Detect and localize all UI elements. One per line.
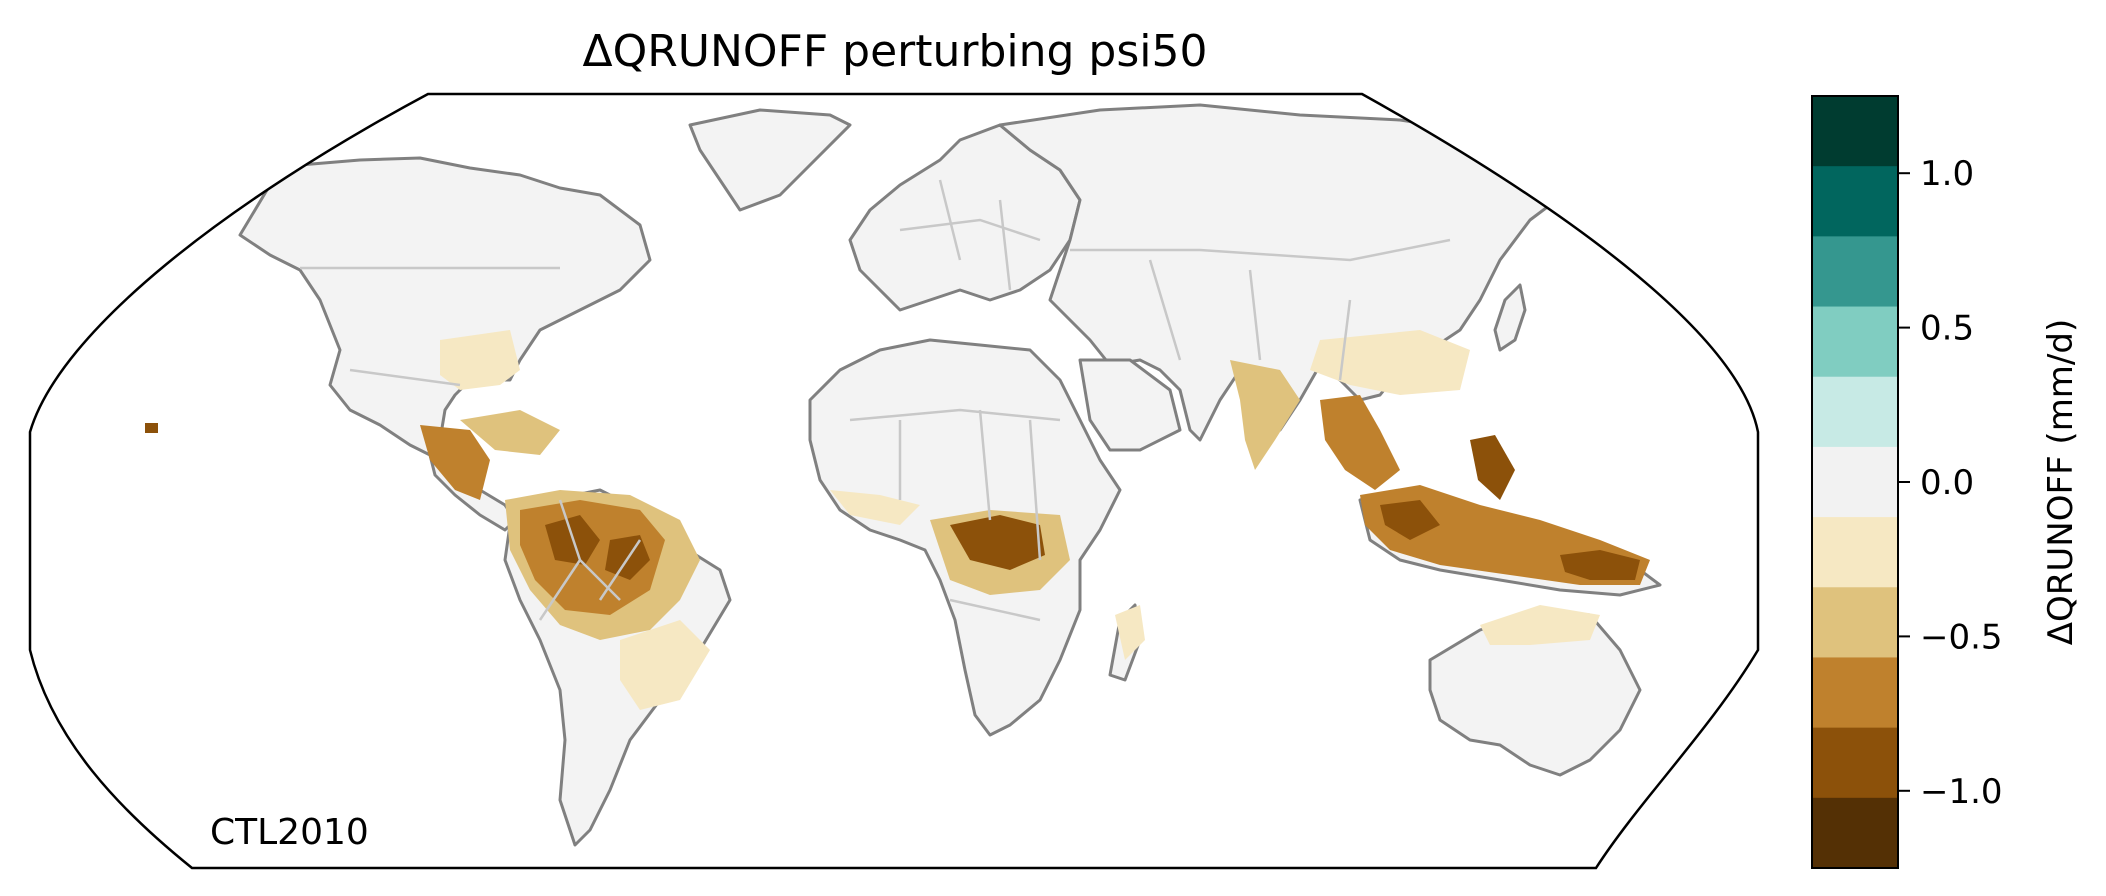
anomaly-india xyxy=(1230,360,1300,470)
colorbar-bin xyxy=(1812,166,1898,237)
border-asia xyxy=(1070,238,1451,381)
map-title: ΔQRUNOFF perturbing psi50 xyxy=(582,26,1207,77)
map-frame xyxy=(28,92,1760,870)
experiment-label: CTL2010 xyxy=(210,812,369,853)
colorbar-tick-label: 0.5 xyxy=(1920,309,1974,349)
colorbar-bin xyxy=(1812,306,1898,378)
colorbar-tick-label: 1.0 xyxy=(1920,154,1974,194)
border-south-america xyxy=(538,499,642,621)
border-africa xyxy=(849,408,1061,622)
greenland xyxy=(688,108,852,212)
colorbar-bin xyxy=(1812,96,1898,167)
colorbar-label: ΔQRUNOFF (mm/d) xyxy=(2041,319,2081,645)
anomaly-hawaii xyxy=(145,423,158,433)
anomaly-caribbean xyxy=(460,410,560,455)
anomaly-southeast-asia xyxy=(1320,395,1400,490)
colorbar-bin xyxy=(1812,587,1898,658)
colorbar-bins xyxy=(1812,96,1898,869)
colorbar-tick-label: −1.0 xyxy=(1920,772,2003,812)
anomaly-madagascar xyxy=(1115,605,1145,660)
anomaly-west-africa xyxy=(830,490,920,525)
colorbar-tick-label: −0.5 xyxy=(1920,617,2003,657)
colorbar: 1.0 0.5 0.0 −0.5 −1.0 ΔQRUNOFF (mm/d) xyxy=(1811,95,2081,869)
colorbar-bin xyxy=(1812,657,1898,729)
anomaly-southern-china xyxy=(1310,330,1470,395)
country-borders xyxy=(300,179,1451,622)
border-europe xyxy=(899,179,1041,291)
anomaly-maritime-continent-dark xyxy=(1380,500,1440,540)
colorbar-bin xyxy=(1812,797,1898,869)
anomaly-northern-australia xyxy=(1480,605,1600,645)
border-us-mexico xyxy=(349,368,461,387)
colorbar-bin xyxy=(1812,727,1898,799)
japan xyxy=(1493,283,1527,352)
colorbar-bin xyxy=(1812,517,1898,588)
anomaly-new-guinea xyxy=(1560,550,1640,580)
anomaly-congo xyxy=(950,515,1045,570)
anomaly-philippines xyxy=(1470,435,1515,500)
colorbar-bin xyxy=(1812,446,1898,518)
colorbar-tick-label: 0.0 xyxy=(1920,463,1974,503)
anomaly-southeast-usa xyxy=(440,330,520,390)
runoff-anomaly-patches xyxy=(145,330,1650,710)
colorbar-bin xyxy=(1812,236,1898,308)
arabia xyxy=(1078,358,1182,452)
anomaly-eastern-brazil xyxy=(620,620,710,710)
colorbar-bin xyxy=(1812,376,1898,448)
colorbar-ticks: 1.0 0.5 0.0 −0.5 −1.0 xyxy=(1898,154,2003,812)
anomaly-central-america xyxy=(420,425,490,500)
